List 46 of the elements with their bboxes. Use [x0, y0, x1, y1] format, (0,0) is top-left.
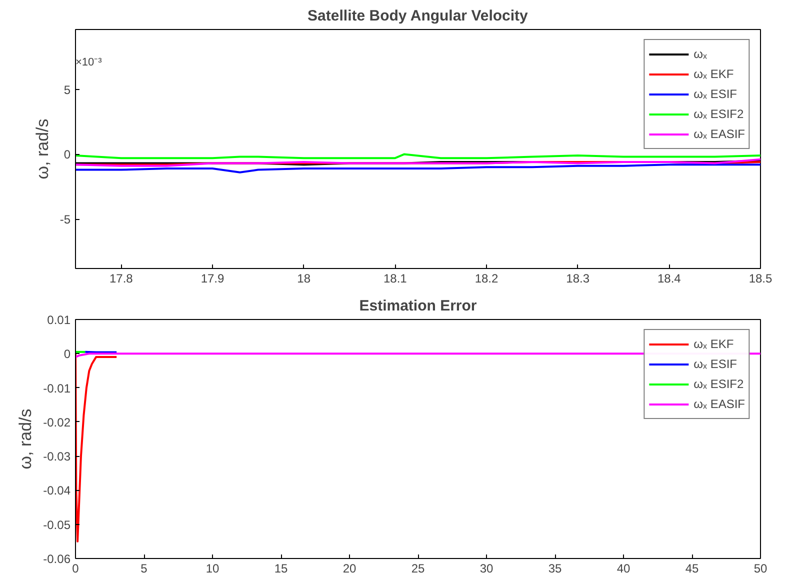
x-tick-label: 30 — [480, 562, 494, 576]
y-tick-label: -5 — [60, 212, 71, 227]
x-tick-label: 35 — [548, 562, 562, 576]
legend-label: ωₓ ESIF — [694, 357, 737, 371]
x-tick-label: 20 — [342, 562, 356, 576]
x-tick-label: 50 — [754, 562, 768, 576]
legend-label: ωₓ ESIF2 — [694, 107, 744, 121]
y-tick-label: 5 — [64, 82, 71, 97]
x-tick-label: 25 — [411, 562, 425, 576]
y-tick-label: -0.03 — [43, 450, 71, 464]
legend-label: ωₓ ESIF2 — [694, 377, 744, 391]
y-tick-label: -0.05 — [43, 518, 71, 532]
x-tick-label: 18 — [297, 272, 311, 286]
y-tick-label: 0 — [64, 148, 71, 162]
x-tick-label: 40 — [616, 562, 630, 576]
x-tick-label: 18.3 — [566, 272, 590, 286]
legend-label: ωₓ ESIF — [694, 87, 737, 101]
legend-label: ωₓ EKF — [694, 337, 734, 351]
chart-title: Satellite Body Angular Velocity — [308, 8, 529, 24]
annotation: ×10⁻³ — [76, 56, 102, 68]
x-tick-label: 10 — [206, 562, 220, 576]
y-tick-label: -0.02 — [43, 415, 71, 430]
legend-label: ωₓ — [694, 47, 708, 61]
line-series — [76, 164, 760, 174]
legend-label: ωₓ EASIF — [694, 127, 745, 141]
x-tick-label: 0 — [72, 562, 80, 576]
y-axis-title: ω, rad/s — [16, 408, 36, 470]
y-tick-label: -0.04 — [43, 484, 71, 498]
y-axis-title: ω, rad/s — [32, 118, 52, 180]
x-tick-label: 5 — [140, 562, 148, 576]
x-tick-label: 17.8 — [109, 272, 134, 286]
x-tick-label: 18.1 — [383, 272, 408, 286]
y-tick-label: -0.06 — [43, 552, 71, 566]
x-tick-label: 18.2 — [474, 272, 499, 286]
x-tick-label: 18.4 — [657, 272, 682, 286]
legend-label: ωₓ EASIF — [694, 397, 745, 411]
chart-title: Estimation Error — [359, 298, 477, 314]
x-tick-label: 18.5 — [748, 272, 773, 286]
legend-label: ωₓ EKF — [694, 67, 734, 81]
x-tick-label: 45 — [685, 562, 699, 576]
x-tick-label: 17.9 — [200, 272, 225, 286]
line-series — [76, 352, 118, 542]
y-tick-label: 0.01 — [47, 313, 71, 327]
y-tick-label: -0.01 — [43, 381, 71, 396]
y-tick-label: 0 — [64, 347, 71, 362]
x-tick-label: 15 — [274, 562, 288, 576]
